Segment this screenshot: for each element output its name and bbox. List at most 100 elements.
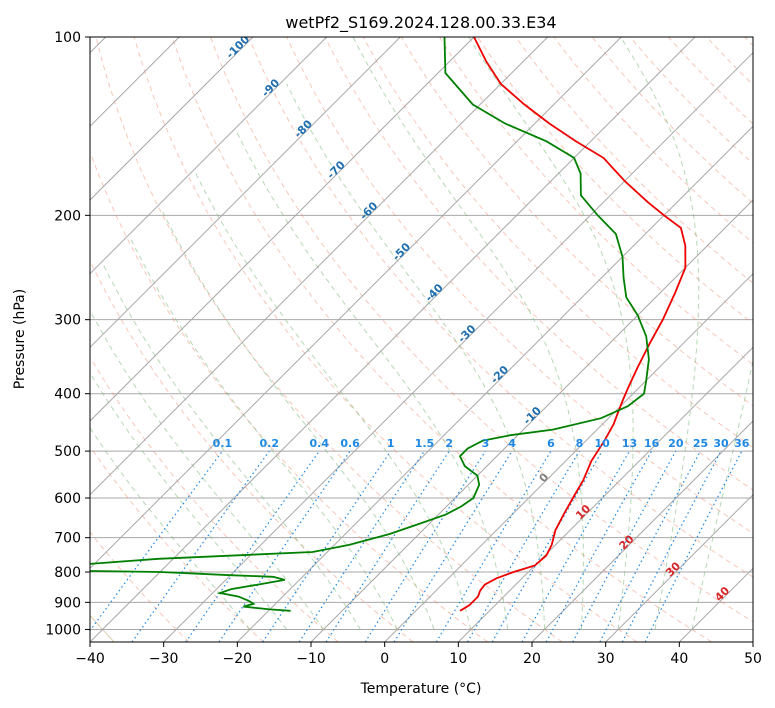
isotherm (90, 37, 475, 422)
y-tick-label: 300 (54, 313, 81, 329)
isotherm (90, 37, 254, 201)
mixing-ratio-line (364, 450, 486, 642)
isotherm-label: -70 (325, 158, 348, 181)
mixing-ratio-line (90, 450, 223, 632)
mixing-ratio-line (325, 450, 450, 642)
dry-adiabats (90, 37, 753, 642)
mixing-ratio-label: 36 (734, 437, 750, 450)
dry-adiabat (90, 356, 339, 642)
mixing-ratio-label: 1 (387, 437, 395, 450)
plot-frame (89, 36, 754, 643)
x-tick-label: 50 (744, 651, 762, 667)
mixing-ratio-label: 0.4 (310, 437, 330, 450)
x-tick-label: 40 (670, 651, 688, 667)
dry-adiabat (90, 531, 190, 642)
mixing-ratio-label: 16 (644, 437, 660, 450)
mixing-ratio-line (466, 450, 580, 642)
dry-adiabat (438, 37, 753, 366)
y-axis: 100 200 300 400 500 600 700 800 900 1000 (45, 30, 90, 638)
dry-adiabat (591, 37, 753, 204)
isotherm-label: -20 (488, 363, 511, 386)
isotherm (457, 346, 753, 642)
mixing-ratio-label: 3 (482, 437, 490, 450)
y-tick-label: 400 (54, 387, 81, 403)
y-tick-label: 800 (54, 565, 81, 581)
line-labels: 0.1 0.2 0.4 0.6 1 1.5 2 3 4 6 8 10 13 16 20 25 30 36-100-… (213, 37, 750, 604)
y-axis-label: Pressure (hPa) (12, 289, 28, 389)
isotherm (531, 420, 753, 642)
moist-adiabat (195, 173, 472, 630)
moist-adiabat (90, 371, 288, 630)
mixing-ratio-line (572, 450, 677, 642)
mixing-ratio-label: 0.1 (213, 437, 233, 450)
moist-adiabat (620, 37, 700, 630)
mixing-ratio-label: 13 (622, 437, 637, 450)
mixing-ratio-line (435, 450, 552, 642)
y-tick-label: 1000 (45, 622, 81, 638)
dry-adiabat (629, 37, 753, 165)
isotherm (310, 199, 753, 642)
isotherm (752, 641, 753, 642)
x-tick-label: 0 (380, 651, 389, 667)
dry-adiabat (171, 37, 712, 642)
moist-adiabat (691, 358, 753, 630)
profile-lines (90, 37, 687, 612)
x-tick-label: 30 (597, 651, 615, 667)
isotherm-label: -40 (423, 281, 446, 304)
mixing-ratio-line (218, 450, 351, 642)
dry-adiabat (133, 37, 638, 642)
mixing-ratio-label: 1.5 (415, 437, 435, 450)
dry-adiabat (515, 37, 753, 284)
isotherms (90, 37, 753, 642)
mixing-ratio-label: 0.2 (260, 437, 280, 450)
mixing-ratio-line (298, 450, 425, 642)
y-tick-label: 600 (54, 491, 81, 507)
mixing-ratio-line (262, 450, 392, 642)
moist-adiabat (160, 208, 435, 630)
moist-adiabat (90, 309, 324, 630)
x-tick-label: −20 (223, 651, 253, 667)
mixing-ratio-label: 10 (594, 437, 610, 450)
isotherm (678, 567, 753, 642)
y-tick-label: 500 (54, 444, 81, 460)
mixing-ratio-lines (90, 450, 743, 642)
isotherm-label: -80 (292, 117, 315, 140)
isotherm-label: -50 (390, 240, 413, 263)
moist-adiabat (286, 83, 546, 630)
isotherm-label: -30 (455, 322, 478, 345)
isotherm (605, 493, 753, 642)
dry-adiabat (210, 37, 753, 623)
y-tick-label: 200 (54, 208, 81, 224)
x-tick-label: 10 (449, 651, 467, 667)
isotherm (90, 37, 328, 275)
isotherm (90, 37, 696, 642)
y-tick-label: 700 (54, 531, 81, 547)
moist-adiabat (468, 37, 634, 630)
mixing-ratio-label: 6 (547, 437, 555, 450)
mixing-ratio-label: 30 (713, 437, 729, 450)
x-tick-label: 20 (523, 651, 541, 667)
mixing-ratio-line (545, 450, 653, 642)
isotherm-label: 30 (663, 559, 683, 579)
isotherm (90, 37, 622, 570)
isotherm (384, 272, 753, 642)
mixing-ratio-label: 8 (576, 437, 584, 450)
x-tick-label: −30 (149, 651, 179, 667)
x-axis-label: Temperature (°C) (360, 681, 482, 697)
moist-adiabat (236, 132, 509, 630)
isotherm-label: -60 (357, 199, 380, 222)
y-tick-label: 900 (54, 595, 81, 611)
isotherm-label: 20 (617, 532, 637, 552)
mixing-ratio-line (185, 450, 320, 642)
dry-adiabat (90, 259, 414, 642)
dry-adiabat (248, 37, 753, 578)
y-tick-label: 100 (54, 30, 81, 46)
isotherm-label: -10 (521, 404, 544, 427)
moist-adiabat (90, 427, 251, 630)
moist-adiabat (130, 239, 398, 630)
dry-adiabat (90, 445, 264, 642)
dewpoint-line (90, 37, 650, 612)
dry-adiabat (477, 37, 753, 325)
isotherm (163, 51, 753, 642)
x-axis: −40 −30 −20 −10 0 10 20 30 40 50 (75, 642, 762, 667)
